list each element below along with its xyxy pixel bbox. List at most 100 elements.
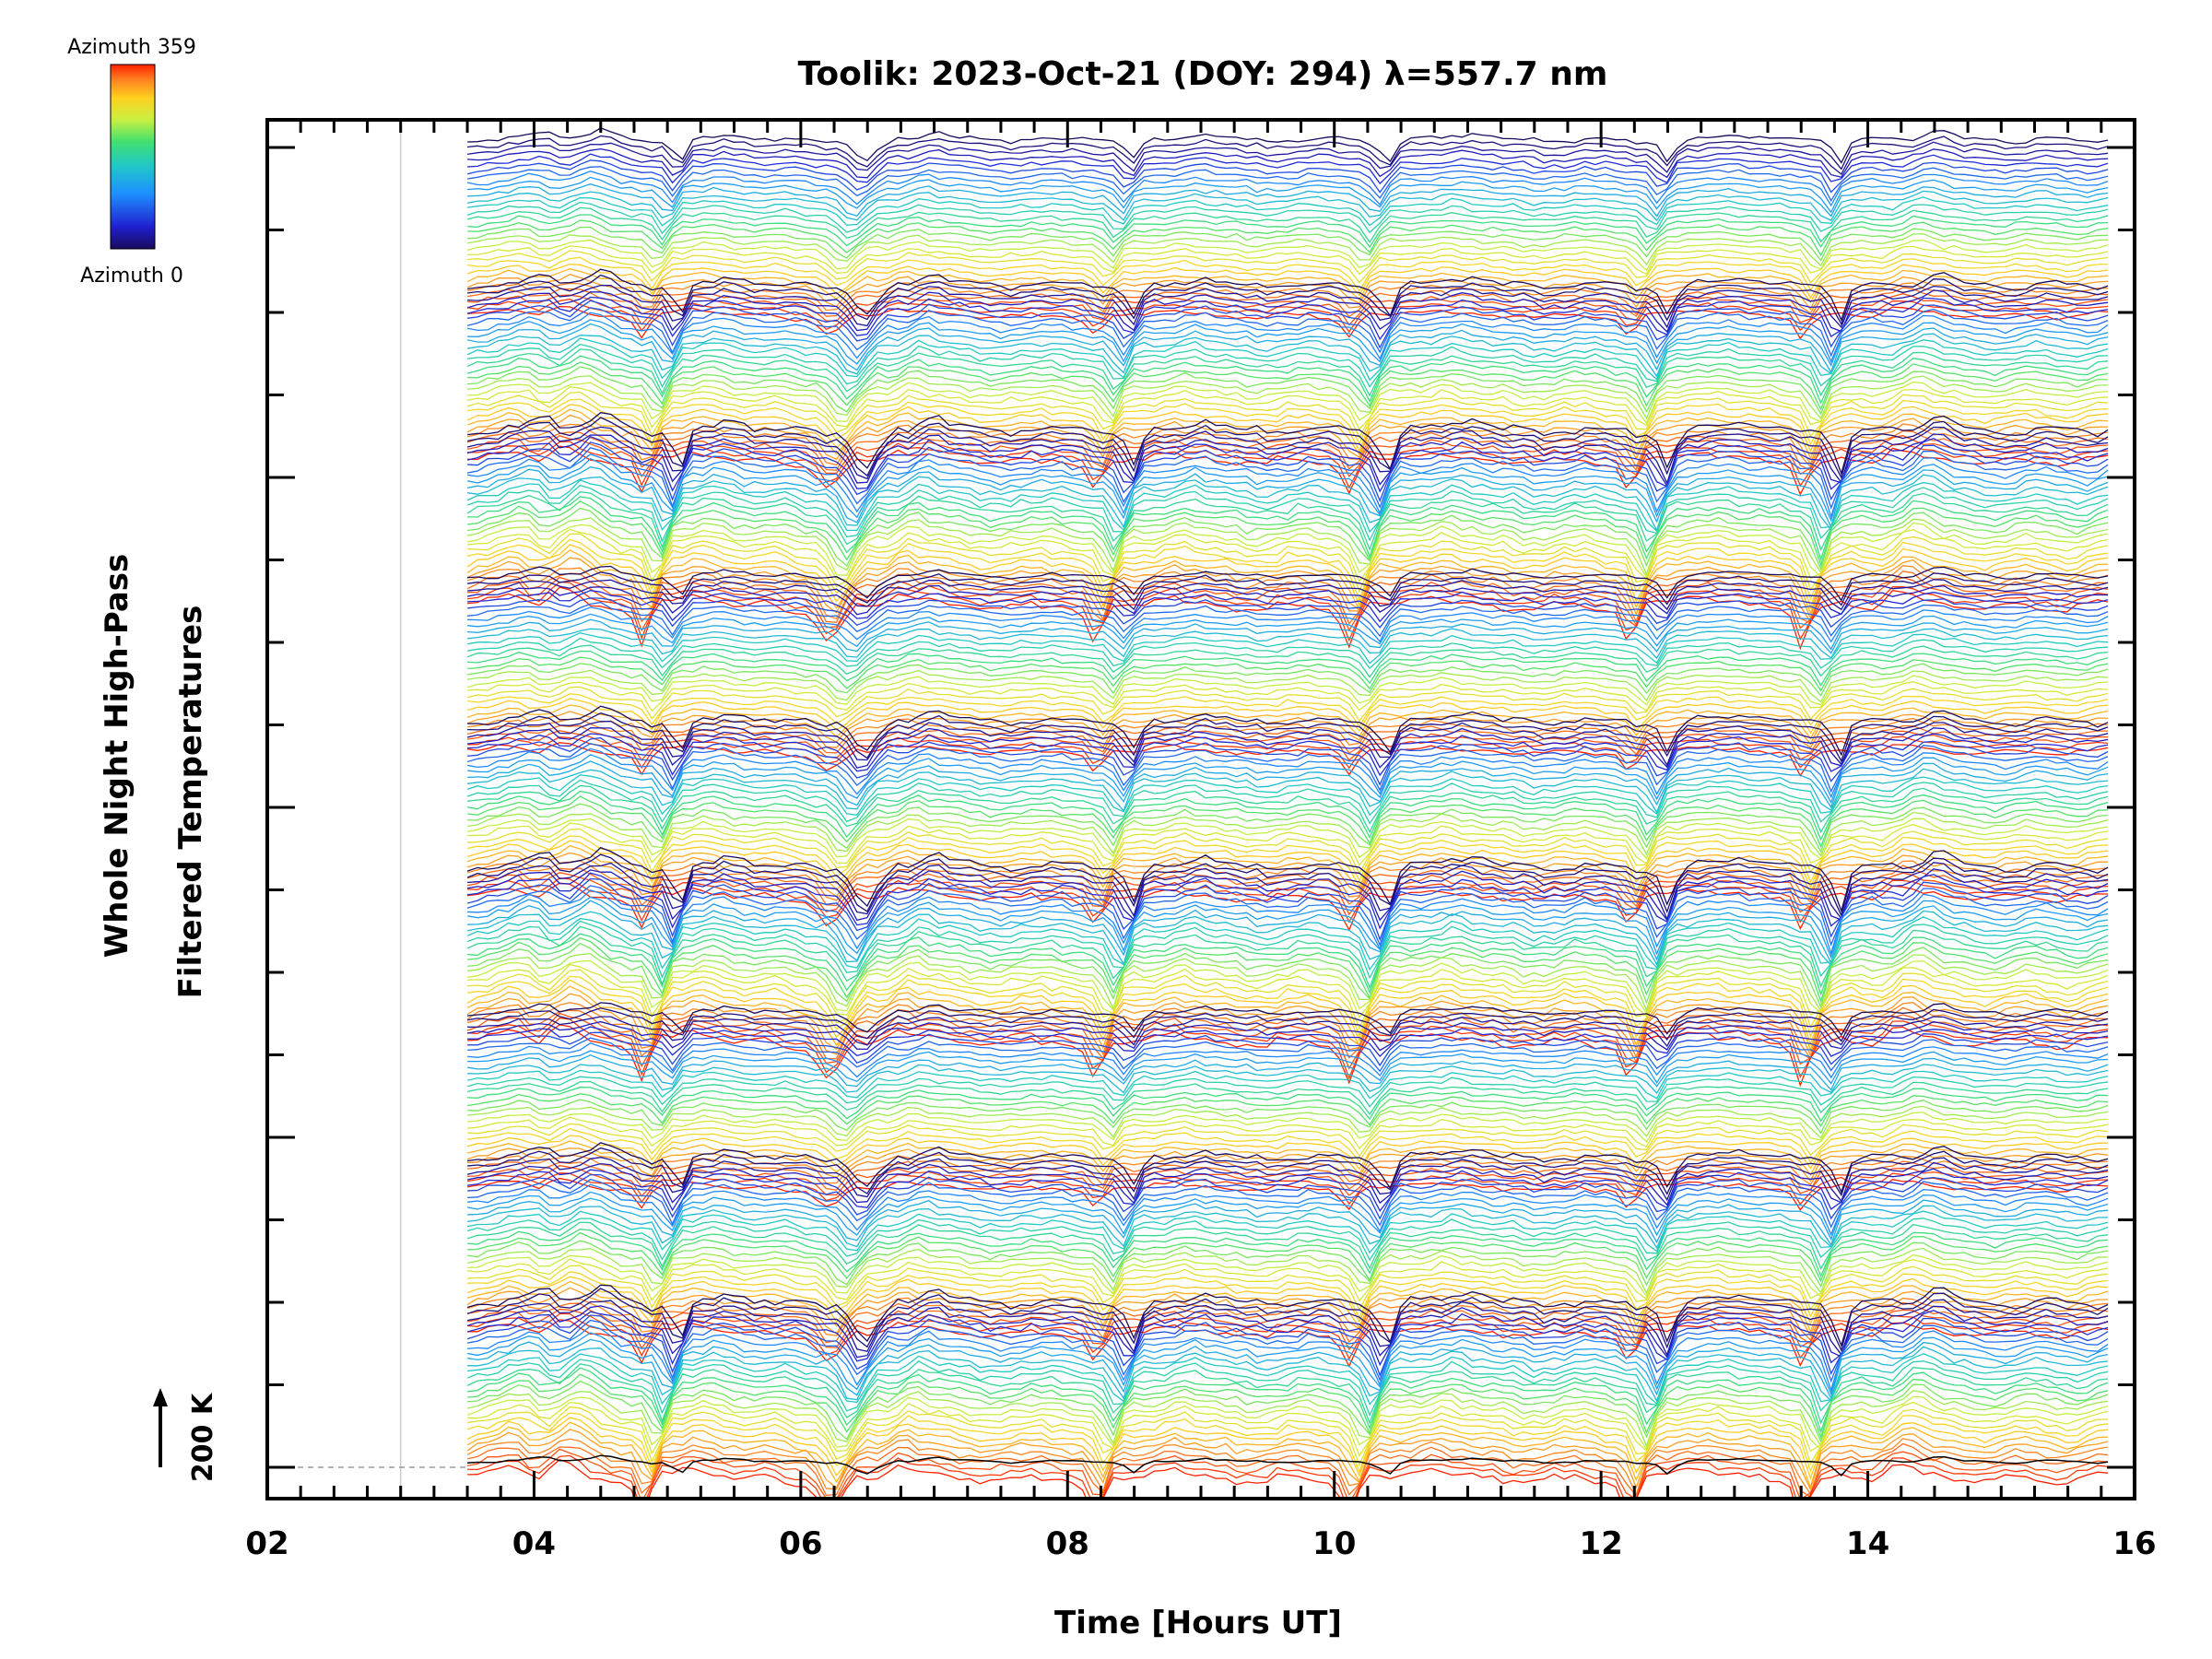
azimuth-trace xyxy=(467,250,2109,284)
azimuth-trace xyxy=(466,1221,2109,1270)
azimuth-trace xyxy=(466,637,2109,669)
azimuth-trace xyxy=(466,201,2109,235)
azimuth-trace xyxy=(467,1142,2109,1194)
x-tick-label: 08 xyxy=(1046,1525,1089,1562)
azimuth-trace xyxy=(467,1231,2109,1283)
azimuth-trace xyxy=(466,1276,2109,1325)
azimuth-trace xyxy=(466,1395,2109,1451)
azimuth-trace xyxy=(466,774,2109,817)
azimuth-trace xyxy=(466,307,2109,358)
azimuth-trace xyxy=(467,900,2109,965)
azimuth-trace xyxy=(466,557,2109,620)
azimuth-trace xyxy=(467,942,2109,1009)
azimuth-trace xyxy=(467,760,2109,809)
azimuth-trace xyxy=(466,1421,2109,1489)
azimuth-trace xyxy=(466,457,2109,523)
azimuth-trace xyxy=(467,669,2109,703)
azimuth-trace xyxy=(467,933,2109,996)
azimuth-trace xyxy=(467,1253,2109,1298)
azimuth-trace xyxy=(467,1050,2109,1085)
azimuth-trace xyxy=(467,1164,2109,1197)
colorbar-top-label: Azimuth 359 xyxy=(67,36,196,59)
azimuth-trace xyxy=(467,196,2109,227)
azimuth-trace xyxy=(467,1367,2109,1434)
azimuth-trace xyxy=(466,985,2109,1053)
azimuth-trace xyxy=(466,686,2109,723)
azimuth-trace xyxy=(466,1359,2109,1417)
azimuth-trace xyxy=(466,273,2109,311)
azimuth-trace xyxy=(466,632,2109,665)
azimuth-trace xyxy=(467,571,2109,606)
azimuth-trace xyxy=(467,1271,2109,1320)
azimuth-trace xyxy=(466,1299,2109,1357)
azimuth-trace xyxy=(466,433,2109,488)
azimuth-trace xyxy=(466,925,2109,990)
azimuth-trace xyxy=(466,417,2109,479)
azimuth-trace xyxy=(466,1247,2109,1295)
azimuth-trace xyxy=(467,366,2109,416)
azimuth-trace xyxy=(467,293,2109,326)
azimuth-trace xyxy=(466,1210,2109,1254)
x-tick-label: 16 xyxy=(2112,1525,2156,1562)
azimuth-trace xyxy=(466,1191,2109,1241)
azimuth-trace xyxy=(466,233,2109,267)
azimuth-trace xyxy=(467,1406,2109,1467)
azimuth-trace xyxy=(466,818,2109,861)
azimuth-trace xyxy=(467,1093,2109,1128)
y-axis-label-line2: Filtered Temperatures xyxy=(172,606,209,999)
colorbar-gradient xyxy=(110,64,156,250)
azimuth-trace xyxy=(467,1401,2109,1457)
azimuth-trace xyxy=(466,747,2109,799)
azimuth-trace xyxy=(467,650,2109,687)
azimuth-trace xyxy=(467,727,2109,769)
azimuth-trace xyxy=(466,853,2109,918)
azimuth-trace xyxy=(467,153,2109,185)
azimuth-trace xyxy=(466,1172,2109,1206)
azimuth-trace xyxy=(466,517,2109,577)
azimuth-trace xyxy=(467,500,2109,568)
azimuth-trace xyxy=(466,1287,2109,1337)
azimuth-trace xyxy=(467,528,2109,583)
azimuth-trace xyxy=(467,245,2109,276)
azimuth-trace xyxy=(467,1197,2109,1247)
azimuth-trace xyxy=(466,1218,2109,1262)
azimuth-trace xyxy=(467,862,2109,922)
azimuth-trace xyxy=(466,835,2109,883)
azimuth-trace xyxy=(467,127,2109,164)
azimuth-trace xyxy=(466,1332,2109,1396)
azimuth-trace xyxy=(467,784,2109,834)
azimuth-trace xyxy=(467,381,2109,425)
azimuth-trace xyxy=(466,1417,2109,1481)
azimuth-trace xyxy=(466,840,2109,889)
azimuth-trace xyxy=(467,1178,2109,1229)
azimuth-trace xyxy=(467,969,2109,1030)
azimuth-trace xyxy=(467,1031,2109,1067)
azimuth-trace xyxy=(467,141,2109,176)
x-axis-label: Time [Hours UT] xyxy=(1054,1605,1342,1641)
azimuth-trace xyxy=(467,1116,2109,1150)
azimuth-trace xyxy=(467,496,2109,562)
azimuth-trace xyxy=(467,681,2109,712)
azimuth-trace xyxy=(467,214,2109,249)
azimuth-trace xyxy=(467,298,2109,334)
x-tick-label: 14 xyxy=(1846,1525,1889,1562)
azimuth-trace xyxy=(466,190,2109,222)
azimuth-trace xyxy=(467,736,2109,786)
azimuth-trace xyxy=(467,183,2109,218)
azimuth-trace xyxy=(467,147,2109,179)
azimuth-trace xyxy=(467,705,2109,757)
azimuth-trace xyxy=(467,507,2109,571)
scale-bar-arrowhead xyxy=(153,1388,168,1406)
azimuth-trace xyxy=(467,590,2109,623)
azimuth-trace xyxy=(466,544,2109,610)
azimuth-trace xyxy=(466,408,2109,460)
azimuth-trace xyxy=(466,790,2109,841)
azimuth-trace xyxy=(467,1168,2109,1213)
azimuth-trace xyxy=(466,484,2109,543)
azimuth-trace xyxy=(467,811,2109,857)
azimuth-trace xyxy=(466,1310,2109,1367)
azimuth-trace xyxy=(466,538,2109,602)
azimuth-trace xyxy=(467,828,2109,876)
x-tick-label: 12 xyxy=(1579,1525,1622,1562)
azimuth-trace xyxy=(466,426,2109,485)
